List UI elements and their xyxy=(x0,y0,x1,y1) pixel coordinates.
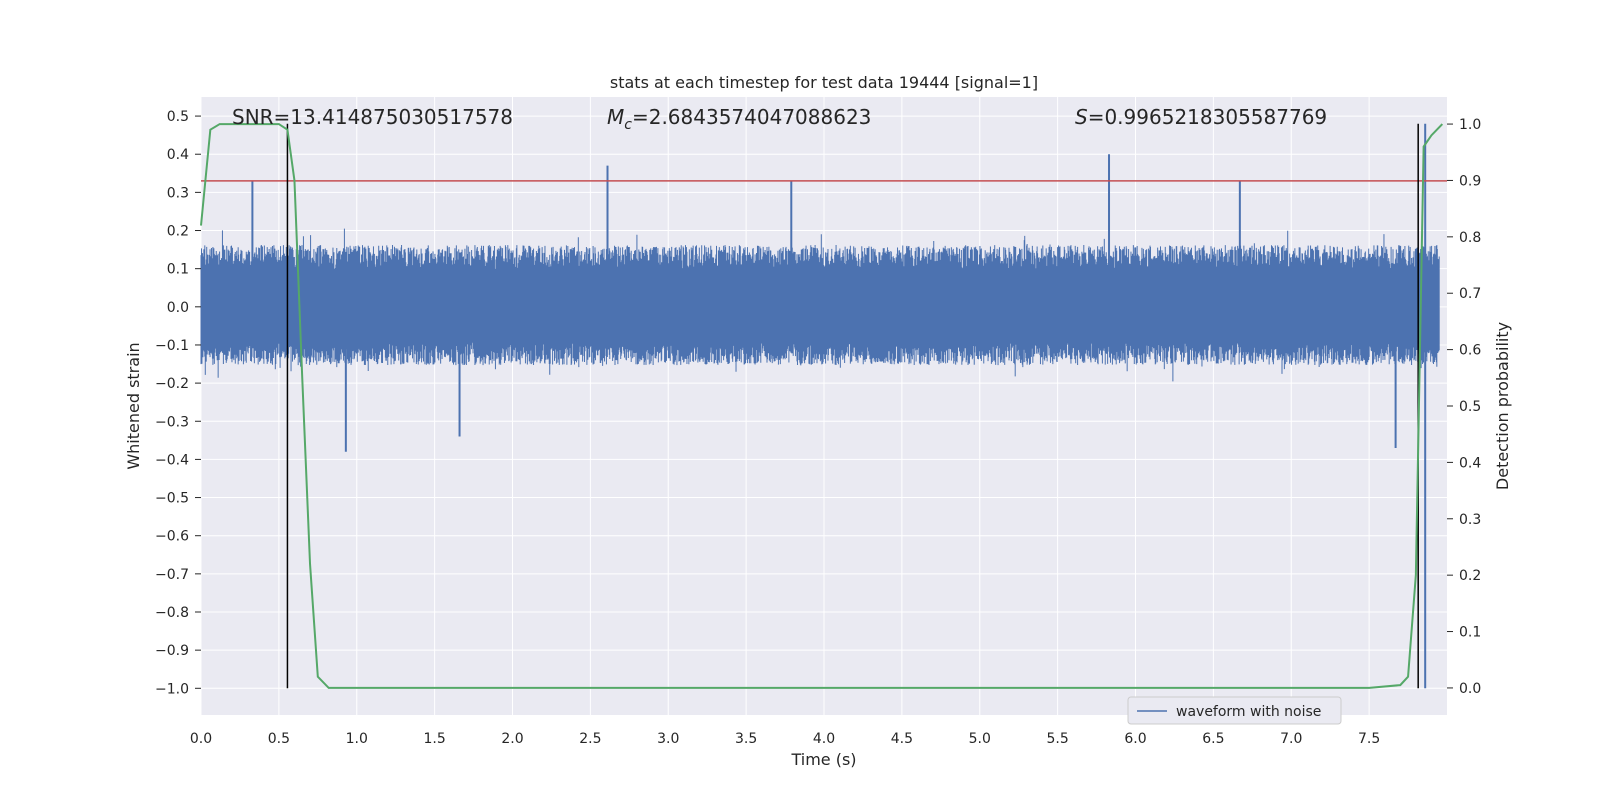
y-tick-label: −0.9 xyxy=(155,643,189,659)
probability-line xyxy=(200,123,1444,689)
y-tick-label: −0.2 xyxy=(155,376,189,392)
chirp-mass-annotation: Mc=2.6843574047088623 xyxy=(607,105,871,133)
y-tick-label: 0.4 xyxy=(167,147,189,163)
y2-tick-label: 0.8 xyxy=(1459,230,1481,246)
x-axis-label: Time (s) xyxy=(790,750,856,769)
waveform-series xyxy=(200,123,1440,689)
x-tick-label: 7.5 xyxy=(1358,731,1380,747)
y-tick-label: 0.0 xyxy=(167,300,189,316)
y-tick-label: 0.1 xyxy=(167,262,189,278)
mc-symbol: M xyxy=(607,105,624,129)
y2-tick-label: 1.0 xyxy=(1459,117,1481,133)
x-tick-label: 1.0 xyxy=(346,731,368,747)
y2-tick-label: 0.6 xyxy=(1459,343,1481,359)
x-tick-label: 0.5 xyxy=(268,731,290,747)
x-tick-label: 2.5 xyxy=(579,731,601,747)
y2-axis-label: Detection probability xyxy=(1493,322,1512,490)
mc-value: =2.6843574047088623 xyxy=(632,105,871,129)
x-tick-label: 6.0 xyxy=(1124,731,1146,747)
y-tick-label: −0.1 xyxy=(155,338,189,354)
x-tick-label: 1.5 xyxy=(423,731,445,747)
ticks: 0.0 0.5 1.0 1.5 2.0 2.5 3.0 3.5 4.0 4.5 5.0 5.5 6.0 6… xyxy=(155,109,1481,747)
y-tick-label: −0.8 xyxy=(155,605,189,621)
s-annotation: S=0.9965218305587769 xyxy=(1075,105,1327,129)
y-tick-label: 0.2 xyxy=(167,224,189,240)
legend: waveform with noise xyxy=(1127,696,1342,725)
x-tick-label: 0.0 xyxy=(190,731,212,747)
y2-tick-label: 0.7 xyxy=(1459,286,1481,302)
y-tick-label: −0.7 xyxy=(155,567,189,583)
y2-tick-label: 0.1 xyxy=(1459,625,1481,641)
chart-title: stats at each timestep for test data 194… xyxy=(610,73,1038,92)
y-tick-label: −0.3 xyxy=(155,414,189,430)
mc-subscript: c xyxy=(624,117,632,133)
y-tick-label: −0.5 xyxy=(155,491,189,507)
legend-label: waveform with noise xyxy=(1176,704,1321,720)
x-tick-label: 6.5 xyxy=(1202,731,1224,747)
y2-tick-label: 0.5 xyxy=(1459,399,1481,415)
probability-series xyxy=(200,123,1444,689)
y2-tick-label: 0.3 xyxy=(1459,512,1481,528)
y-tick-label: −0.6 xyxy=(155,529,189,545)
x-tick-label: 4.0 xyxy=(813,731,835,747)
y-tick-label: 0.5 xyxy=(167,109,189,125)
x-tick-label: 3.5 xyxy=(735,731,757,747)
y2-tick-label: 0.4 xyxy=(1459,455,1481,471)
legend-box xyxy=(1127,696,1342,725)
snr-annotation: SNR=13.414875030517578 xyxy=(232,105,513,129)
x-tick-label: 5.0 xyxy=(969,731,991,747)
x-tick-label: 5.5 xyxy=(1046,731,1068,747)
waveform-noise-path xyxy=(200,228,1440,382)
y-tick-label: −1.0 xyxy=(155,681,189,697)
y2-tick-label: 0.9 xyxy=(1459,173,1481,189)
y2-tick-label: 0.2 xyxy=(1459,568,1481,584)
y-tick-label: −0.4 xyxy=(155,452,189,468)
x-tick-label: 4.5 xyxy=(891,731,913,747)
x-tick-label: 7.0 xyxy=(1280,731,1302,747)
x-tick-label: 2.0 xyxy=(501,731,523,747)
y-axis-label: Whitened strain xyxy=(124,342,143,469)
y2-tick-label: 0.0 xyxy=(1459,681,1481,697)
x-tick-label: 3.0 xyxy=(657,731,679,747)
y-tick-label: 0.3 xyxy=(167,185,189,201)
s-value: =0.9965218305587769 xyxy=(1088,105,1327,129)
s-symbol: S xyxy=(1075,105,1088,129)
